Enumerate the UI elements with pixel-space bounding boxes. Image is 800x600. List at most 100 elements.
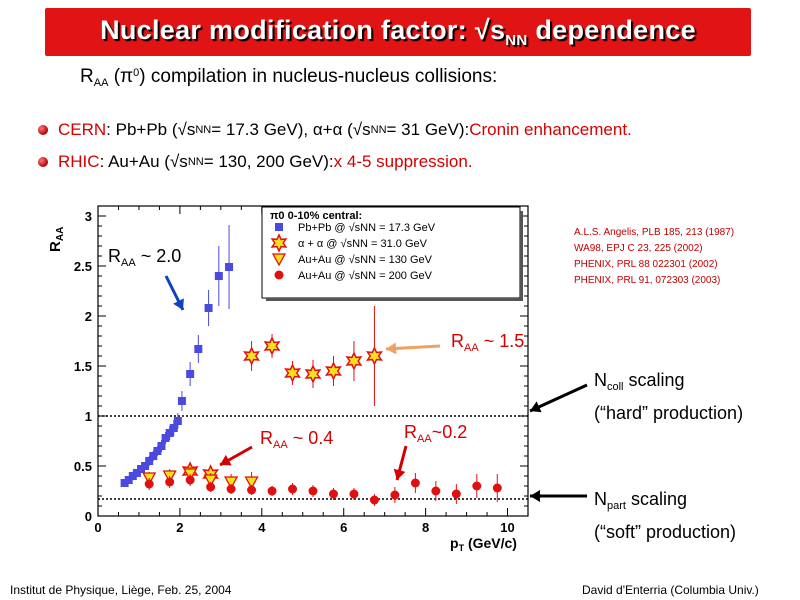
- legend-box: [261, 206, 521, 299]
- reference-item: PHENIX, PRL 91, 072303 (2003): [574, 275, 721, 286]
- y-tick-label: 3: [85, 209, 92, 224]
- legend-label: Au+Au @ √sNN = 200 GeV: [298, 270, 433, 282]
- y-tick-label: 2.5: [74, 259, 92, 274]
- pbpb-point: [137, 465, 145, 473]
- pbpb-point: [120, 479, 129, 487]
- auau200-point: [267, 486, 277, 496]
- auau200-point: [410, 478, 420, 488]
- alpha-point: [284, 363, 302, 383]
- x-tick-label: 8: [422, 520, 429, 535]
- auau200-point: [288, 484, 298, 494]
- x-tick-label: 6: [340, 520, 347, 535]
- alpha-point: [304, 364, 322, 384]
- y-tick-label: 0: [85, 509, 92, 524]
- arrow-head: [220, 454, 232, 466]
- y-tick-label: 1: [85, 409, 92, 424]
- slide-title: Nuclear modification factor: √sNN depend…: [100, 15, 696, 49]
- legend-title: π0 0-10% central:: [270, 210, 362, 222]
- y-axis-label: RAA: [47, 227, 66, 252]
- annotation-ncoll: Ncoll scaling (“hard” production): [594, 370, 744, 423]
- legend: π0 0-10% central:Pb+Pb @ √sNN = 17.3 GeV…: [261, 206, 523, 301]
- annotation-raa-1-5: RAA ~ 1.5: [451, 331, 525, 354]
- pbpb-point: [145, 457, 154, 465]
- y-tick-label: 0.5: [74, 459, 92, 474]
- circle-series: [144, 473, 502, 506]
- pbpb-point: [153, 447, 162, 455]
- arrow-shaft: [529, 383, 588, 413]
- footer-left: Institut de Physique, Liège, Feb. 25, 20…: [10, 583, 232, 597]
- arrow: [385, 342, 441, 355]
- title-bar: Nuclear modification factor: √sNN depend…: [45, 8, 751, 56]
- legend-marker: [274, 270, 284, 280]
- pbpb-point: [149, 452, 158, 460]
- alpha-point: [345, 351, 363, 371]
- legend-label: Au+Au @ √sNN = 130 GeV: [298, 254, 433, 266]
- legend-label: Pb+Pb @ √sNN = 17.3 GeV: [298, 222, 436, 234]
- pbpb-point: [169, 424, 178, 432]
- auau200-point: [451, 489, 461, 499]
- slide-subtitle: RAA (π0) compilation in nucleus-nucleus …: [80, 66, 498, 89]
- auau200-point: [369, 495, 379, 505]
- legend-marker: [275, 223, 283, 231]
- auau130-point: [244, 476, 259, 490]
- pbpb-point: [177, 397, 186, 405]
- y-tick-label: 1.5: [74, 359, 92, 374]
- auau200-point: [206, 482, 216, 492]
- auau200-point: [226, 484, 236, 494]
- reference-item: A.L.S. Angelis, PLB 185, 213 (1987): [574, 227, 735, 238]
- square-series: [120, 225, 234, 487]
- pbpb-point: [132, 469, 141, 477]
- auau200-point: [390, 490, 400, 500]
- auau200-point: [308, 486, 318, 496]
- pbpb-point: [173, 417, 182, 425]
- pbpb-point: [128, 472, 137, 480]
- auau130-point: [224, 476, 239, 490]
- auau130-point: [203, 474, 218, 488]
- x-tick-label: 2: [176, 520, 183, 535]
- auau200-point: [328, 489, 338, 499]
- auau200-point: [472, 481, 482, 491]
- pbpb-point: [161, 434, 170, 442]
- alpha-point: [324, 361, 342, 381]
- alpha-point: [243, 346, 260, 366]
- reference-item: WA98, EPJ C 23, 225 (2002): [574, 243, 703, 254]
- alpha-point: [263, 336, 281, 356]
- x-tick-label: 4: [258, 520, 266, 535]
- auau200-point: [492, 483, 502, 493]
- pbpb-point: [225, 263, 234, 271]
- pbpb-point: [194, 345, 203, 353]
- pbpb-point: [124, 476, 133, 484]
- plot-frame: [97, 205, 529, 517]
- legend-shadow: [266, 298, 523, 301]
- pbpb-point: [204, 304, 213, 312]
- arrow: [530, 490, 587, 502]
- pbpb-point: [141, 462, 150, 470]
- references: A.L.S. Angelis, PLB 185, 213 (1987) WA98…: [574, 225, 734, 289]
- pbpb-point: [186, 370, 195, 378]
- annotation-raa-2: RAA ~ 2.0: [108, 246, 182, 269]
- triangle-down-series: [142, 467, 259, 492]
- bullet-rhic: RHIC: Au+Au (√s NN = 130, 200 GeV): x 4-5…: [38, 152, 473, 172]
- pbpb-point: [214, 272, 223, 280]
- arrow: [393, 445, 408, 481]
- footer-right: David d'Enterria (Columbia Univ.): [582, 583, 759, 597]
- auau200-point: [349, 489, 359, 499]
- x-axis-label: pT (GeV/c): [450, 535, 517, 553]
- arrow-head: [530, 401, 542, 413]
- star-series: [181, 306, 383, 484]
- annotation-raa-0-2: RAA~0.2: [404, 422, 468, 445]
- reference-item: PHENIX, PRL 88 022301 (2002): [574, 259, 718, 270]
- legend-marker: [270, 233, 288, 253]
- annotation-raa-0-4: RAA ~ 0.4: [260, 428, 334, 451]
- auau200-point: [144, 479, 154, 489]
- bullet-icon: [38, 157, 48, 167]
- pbpb-point: [165, 429, 174, 437]
- pbpb-point: [157, 442, 166, 450]
- bullet-icon: [38, 125, 48, 135]
- arrow: [529, 383, 588, 413]
- x-tick-label: 0: [94, 520, 101, 535]
- arrow-head: [393, 468, 406, 480]
- arrow: [164, 275, 185, 311]
- arrow-head: [173, 298, 184, 310]
